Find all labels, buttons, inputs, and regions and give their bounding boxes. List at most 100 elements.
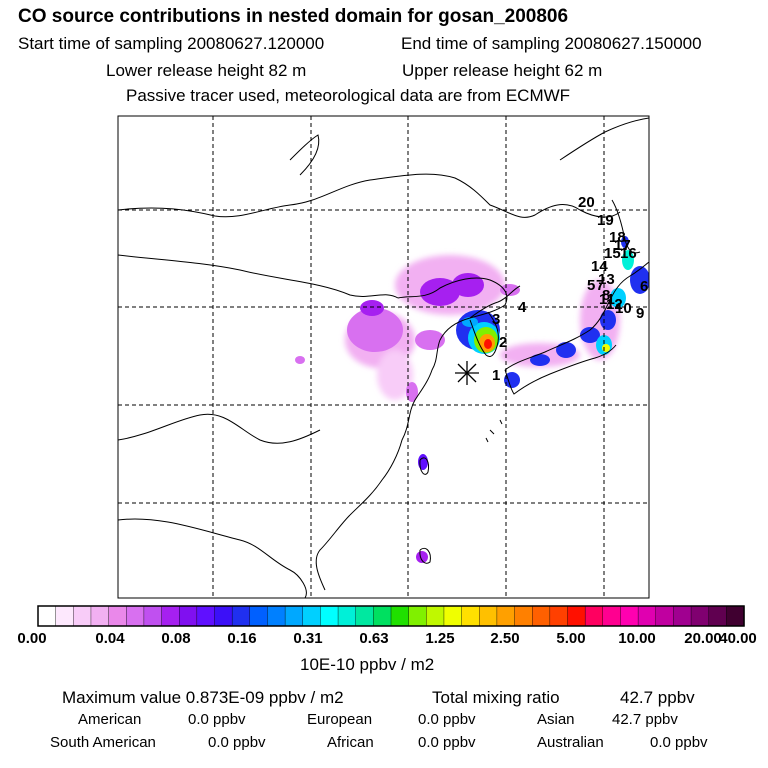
colorbar-frame: [37, 605, 745, 627]
map-label-2: 2: [499, 334, 507, 351]
region-south-american-name: South American: [50, 734, 156, 751]
map-label-5: 5: [587, 277, 595, 294]
colorbar-swatch: [302, 605, 321, 627]
colorbar-swatch: [726, 605, 745, 627]
region-american-value: 0.0 ppbv: [188, 711, 246, 728]
colorbar-swatch: [90, 605, 110, 627]
colorbar: [37, 605, 745, 627]
upper-release-label: Upper release height 62 m: [402, 61, 603, 80]
colorbar-swatch: [161, 605, 180, 627]
colorbar-tick-5: 0.63: [359, 630, 389, 647]
colorbar-swatch: [567, 605, 586, 627]
colorbar-swatch: [461, 605, 480, 627]
map-label-1: 1: [492, 367, 500, 384]
colorbar-swatch: [73, 605, 92, 627]
colorbar-swatch: [55, 605, 74, 627]
colorbar-swatch: [355, 605, 374, 627]
colorbar-swatch: [584, 605, 604, 627]
map-label-4: 4: [518, 299, 527, 316]
colorbar-swatch: [426, 605, 445, 627]
colorbar-swatch: [337, 605, 357, 627]
colorbar-swatch: [655, 605, 674, 627]
total-mixing-label: Total mixing ratio: [432, 688, 560, 707]
map-label-10: 10: [615, 300, 632, 317]
colorbar-swatch: [514, 605, 533, 627]
colorbar-tick-3: 0.16: [227, 630, 257, 647]
map-label-6: 6: [640, 278, 648, 295]
colorbar-swatch: [196, 605, 216, 627]
map-label-17: 17: [614, 237, 631, 254]
map-label-3: 3: [492, 311, 500, 328]
region-european-name: European: [307, 711, 373, 728]
colorbar-tick-8: 5.00: [556, 630, 586, 647]
colorbar-unit: 10E-10 ppbv / m2: [300, 655, 435, 674]
map-frame: [117, 115, 650, 599]
colorbar-swatch: [249, 605, 269, 627]
colorbar-swatch: [532, 605, 551, 627]
map-label-18: 18: [609, 229, 626, 246]
region-asian-value: 42.7 ppbv: [612, 711, 678, 728]
colorbar-tick-7: 2.50: [490, 630, 520, 647]
colorbar-tick-11: 40.00: [719, 630, 757, 647]
colorbar-swatch: [214, 605, 233, 627]
max-value-label: Maximum value 0.873E-09 ppbv / m2: [62, 688, 344, 707]
region-african-value: 0.0 ppbv: [418, 734, 476, 751]
colorbar-swatch: [637, 605, 657, 627]
colorbar-swatch: [549, 605, 569, 627]
colorbar-swatch: [108, 605, 127, 627]
colorbar-tick-1: 0.04: [95, 630, 125, 647]
map-label-14: 14: [591, 258, 608, 275]
colorbar-tick-2: 0.08: [161, 630, 191, 647]
total-mixing-value: 42.7 ppbv: [620, 688, 695, 707]
colorbar-swatch: [496, 605, 516, 627]
map-label-8: 8: [602, 287, 610, 304]
colorbar-swatch: [267, 605, 286, 627]
colorbar-swatch: [178, 605, 198, 627]
colorbar-swatch: [284, 605, 304, 627]
colorbar-tick-4: 0.31: [293, 630, 323, 647]
colorbar-swatch: [708, 605, 727, 627]
region-australian-name: Australian: [537, 734, 604, 751]
colorbar-swatch: [443, 605, 463, 627]
map-label-19: 19: [597, 212, 614, 229]
map-label-16: 16: [620, 245, 637, 262]
region-asian-name: Asian: [537, 711, 575, 728]
colorbar-swatch: [373, 605, 392, 627]
region-south-american-value: 0.0 ppbv: [208, 734, 266, 751]
colorbar-swatch: [602, 605, 622, 627]
colorbar-swatch: [673, 605, 692, 627]
region-australian-value: 0.0 ppbv: [650, 734, 708, 751]
colorbar-swatch: [390, 605, 410, 627]
colorbar-swatch: [126, 605, 145, 627]
lower-release-label: Lower release height 82 m: [106, 61, 307, 80]
map-label-11: 11: [599, 291, 615, 308]
start-time-label: Start time of sampling 20080627.120000: [18, 34, 325, 53]
region-american-name: American: [78, 711, 142, 728]
colorbar-swatch: [690, 605, 710, 627]
colorbar-tick-0: 0.00: [17, 630, 47, 647]
colorbar-tick-10: 20.00: [684, 630, 722, 647]
map-label-12: 12: [606, 296, 623, 313]
map-label-7: 7: [596, 277, 604, 294]
map-label-13: 13: [598, 271, 615, 288]
tracer-info: Passive tracer used, meteorological data…: [126, 86, 571, 105]
colorbar-swatch: [320, 605, 339, 627]
colorbar-swatch: [231, 605, 251, 627]
asterisk-icon: [455, 361, 479, 385]
end-time-label: End time of sampling 20080627.150000: [401, 34, 702, 53]
map-label-15: 15: [604, 245, 621, 262]
figure-title: CO source contributions in nested domain…: [18, 6, 569, 27]
colorbar-tick-9: 10.00: [618, 630, 656, 647]
colorbar-swatch: [620, 605, 639, 627]
map-gridlines: [118, 116, 649, 598]
colorbar-swatch: [143, 605, 163, 627]
colorbar-swatch: [479, 605, 498, 627]
colorbar-swatch: [408, 605, 427, 627]
map-label-20: 20: [578, 194, 595, 211]
region-european-value: 0.0 ppbv: [418, 711, 476, 728]
map-label-9: 9: [636, 305, 644, 322]
region-african-name: African: [327, 734, 374, 751]
colorbar-tick-6: 1.25: [425, 630, 455, 647]
